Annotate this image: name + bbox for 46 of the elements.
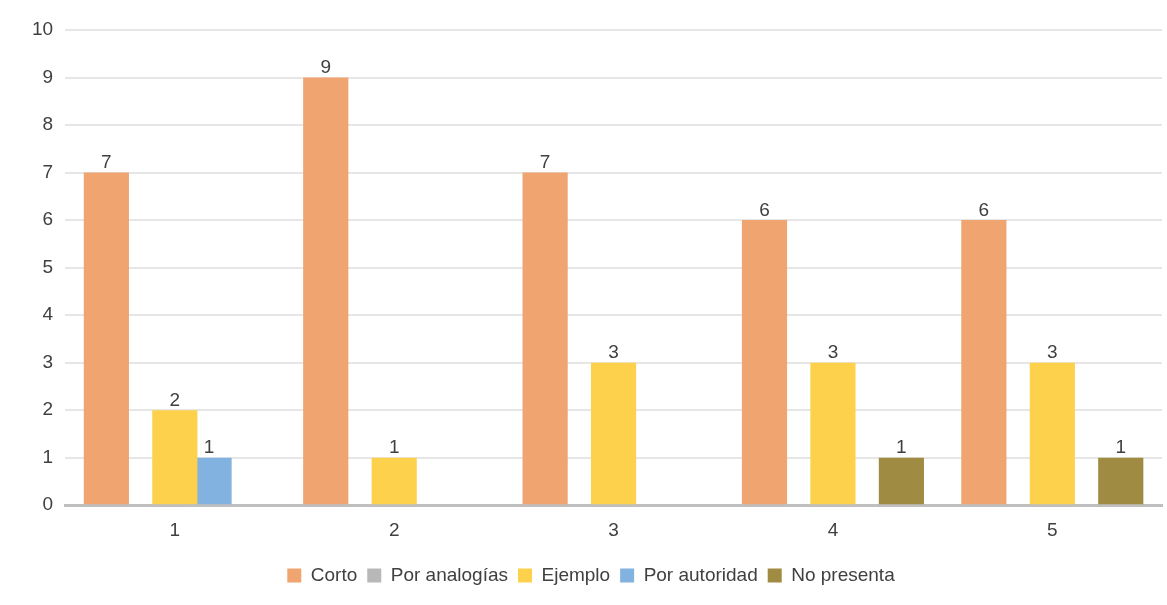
- bar: [1098, 457, 1144, 505]
- y-tick-label: 3: [42, 350, 54, 372]
- legend-label: Ejemplo: [541, 563, 611, 585]
- data-label: 7: [539, 151, 551, 173]
- bar: [741, 220, 788, 505]
- bar: [522, 172, 568, 505]
- bar: [1029, 362, 1075, 505]
- data-label: 1: [896, 436, 907, 458]
- data-label: 2: [169, 388, 181, 410]
- legend-label: No presenta: [791, 563, 896, 585]
- x-tick-label: 3: [608, 518, 619, 540]
- x-tick-label: 4: [827, 518, 839, 540]
- y-tick-label: 0: [42, 493, 54, 515]
- y-tick-label: 10: [31, 18, 54, 40]
- bar: [303, 77, 349, 505]
- y-tick-label: 2: [42, 398, 54, 420]
- x-tick-label: 5: [1047, 518, 1058, 540]
- data-label: 3: [608, 341, 619, 363]
- bar: [152, 410, 198, 505]
- y-tick-label: 4: [42, 303, 54, 325]
- legend-label: Por analogías: [390, 563, 508, 585]
- data-label: 3: [1047, 341, 1058, 363]
- data-label: 1: [388, 436, 400, 458]
- data-label: 1: [1115, 436, 1127, 458]
- y-tick-label: 6: [42, 208, 54, 230]
- data-label: 7: [101, 151, 112, 173]
- y-tick-label: 1: [42, 445, 54, 467]
- y-tick-label: 8: [42, 113, 54, 135]
- data-label: 9: [320, 56, 332, 78]
- bar: [590, 362, 637, 505]
- bar: [810, 362, 856, 505]
- bar: [878, 457, 924, 505]
- x-tick-label: 1: [169, 518, 181, 540]
- bar: [83, 172, 129, 505]
- data-label: 3: [827, 341, 839, 363]
- data-label: 6: [759, 198, 770, 220]
- y-tick-label: 7: [42, 160, 54, 182]
- bar: [371, 457, 417, 505]
- x-tick-label: 2: [388, 518, 400, 540]
- bar: [961, 220, 1007, 505]
- data-label: 1: [203, 436, 215, 458]
- y-tick-label: 5: [42, 255, 54, 277]
- y-tick-label: 9: [42, 65, 54, 87]
- data-label: 6: [978, 198, 990, 220]
- legend-label: Corto: [310, 563, 358, 585]
- legend-label: Por autoridad: [643, 563, 758, 585]
